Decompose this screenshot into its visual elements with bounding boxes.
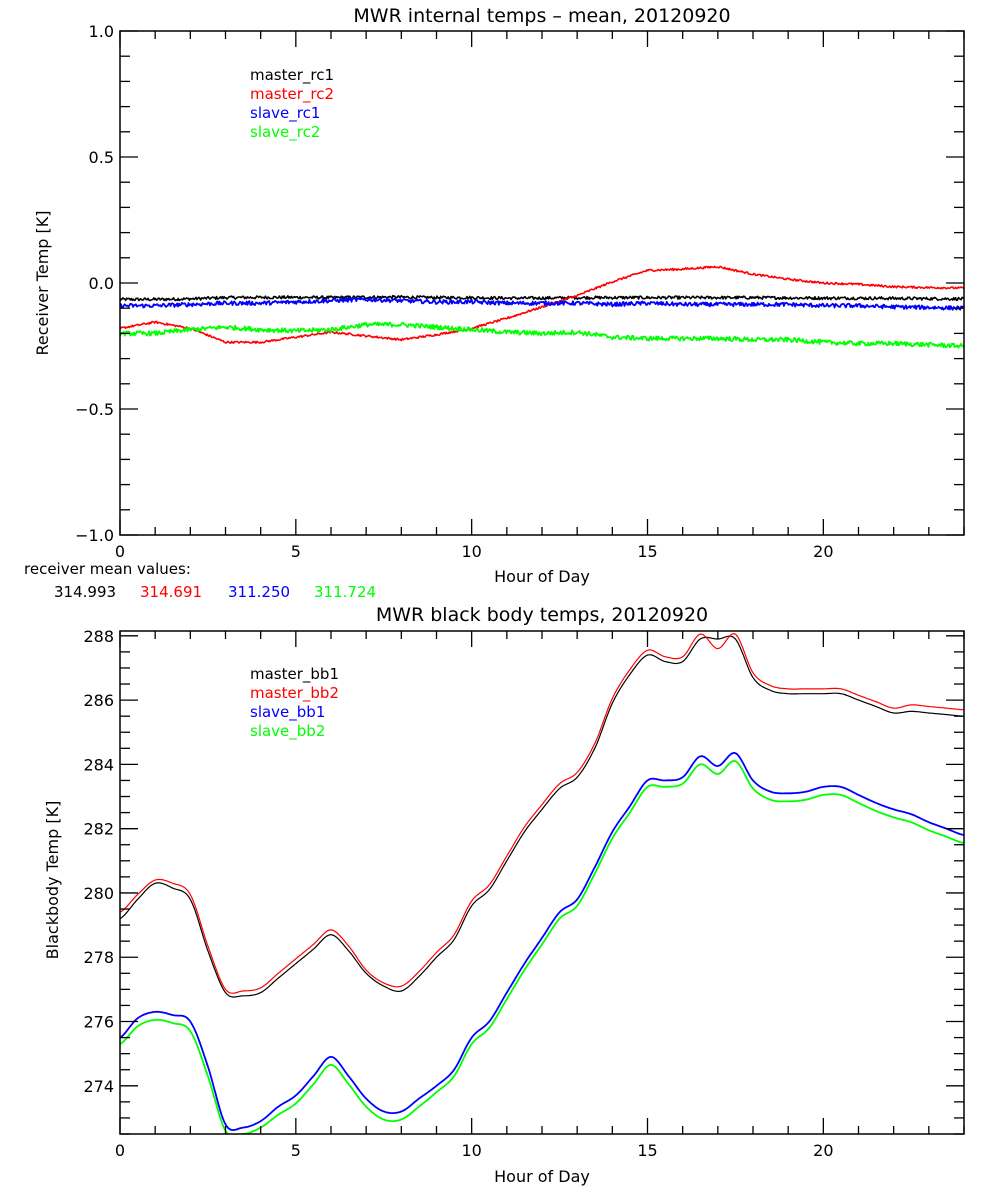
x-tick-label: 20 (813, 1141, 833, 1160)
legend-entry-slave-rc2: slave_rc2 (250, 123, 320, 142)
receiver-temp-panel: MWR internal temps – mean, 20120920 −1.0… (33, 5, 965, 586)
legend-entry-slave-bb1: slave_bb1 (250, 703, 325, 722)
y-tick-label: 0.5 (89, 148, 114, 167)
receiver-mean-value-4: 311.724 (314, 583, 376, 601)
blackbody-legend: master_bb1 master_bb2 slave_bb1 slave_bb… (250, 665, 339, 741)
legend-entry-master-rc1: master_rc1 (250, 66, 334, 85)
x-tick-label: 5 (291, 1141, 301, 1160)
y-tick-label: 280 (83, 884, 114, 903)
series-line-master-rc1 (120, 294, 964, 302)
blackbody-x-axis-label: Hour of Day (494, 1167, 590, 1186)
y-tick-label: 282 (83, 820, 114, 839)
receiver-chart-title: MWR internal temps – mean, 20120920 (353, 5, 730, 27)
legend-entry-master-bb2: master_bb2 (250, 684, 339, 703)
receiver-mean-value-2: 314.691 (140, 583, 202, 601)
blackbody-axes: 274 276 278 280 282 284 286 288 0 5 10 15 20 (83, 627, 965, 1160)
y-tick-label: −1.0 (75, 526, 114, 545)
blackbody-plot-area (120, 633, 964, 1134)
series-line-slave-rc1 (120, 296, 964, 311)
series-line-slave-bb2 (120, 760, 964, 1134)
y-tick-label: 276 (83, 1013, 114, 1032)
x-tick-label: 0 (115, 1141, 125, 1160)
legend-entry-slave-rc1: slave_rc1 (250, 104, 320, 123)
blackbody-plot-frame (119, 630, 965, 1135)
series-line-slave-rc2 (120, 321, 964, 349)
x-tick-label: 10 (461, 1141, 481, 1160)
y-tick-label: 286 (83, 691, 114, 710)
x-tick-label: 0 (115, 542, 125, 561)
series-line-master-rc2 (120, 265, 964, 345)
receiver-mean-values: receiver mean values: 314.993 314.691 31… (24, 560, 376, 601)
x-tick-label: 15 (637, 1141, 657, 1160)
x-tick-label: 15 (637, 542, 657, 561)
receiver-axes: −1.0 −0.5 0.0 0.5 1.0 0 5 10 15 20 (75, 22, 965, 561)
y-tick-label: 278 (83, 948, 114, 967)
series-line-master-bb2 (120, 633, 964, 994)
y-tick-label: 1.0 (89, 22, 114, 41)
receiver-mean-label: receiver mean values: (24, 560, 191, 578)
y-tick-label: 284 (83, 755, 114, 774)
receiver-y-axis-label: Receiver Temp [K] (33, 210, 52, 355)
blackbody-y-axis-label: Blackbody Temp [K] (43, 801, 62, 960)
y-tick-label: −0.5 (75, 400, 114, 419)
x-tick-label: 5 (291, 542, 301, 561)
y-tick-label: 274 (83, 1077, 114, 1096)
legend-entry-slave-bb2: slave_bb2 (250, 722, 325, 741)
y-tick-label: 288 (83, 627, 114, 646)
legend-entry-master-bb1: master_bb1 (250, 665, 339, 684)
legend-entry-master-rc2: master_rc2 (250, 85, 334, 104)
receiver-plot-area (120, 265, 964, 349)
x-tick-label: 10 (461, 542, 481, 561)
receiver-legend: master_rc1 master_rc2 slave_rc1 slave_rc… (250, 66, 334, 142)
series-line-master-bb1 (120, 635, 964, 998)
receiver-x-axis-label: Hour of Day (494, 567, 590, 586)
receiver-mean-value-1: 314.993 (54, 583, 116, 601)
y-tick-label: 0.0 (89, 274, 114, 293)
series-line-slave-bb1 (120, 752, 964, 1131)
blackbody-temp-panel: MWR black body temps, 20120920 274 276 278… (43, 604, 965, 1186)
blackbody-chart-title: MWR black body temps, 20120920 (376, 604, 708, 626)
x-tick-label: 20 (813, 542, 833, 561)
receiver-mean-value-3: 311.250 (228, 583, 290, 601)
